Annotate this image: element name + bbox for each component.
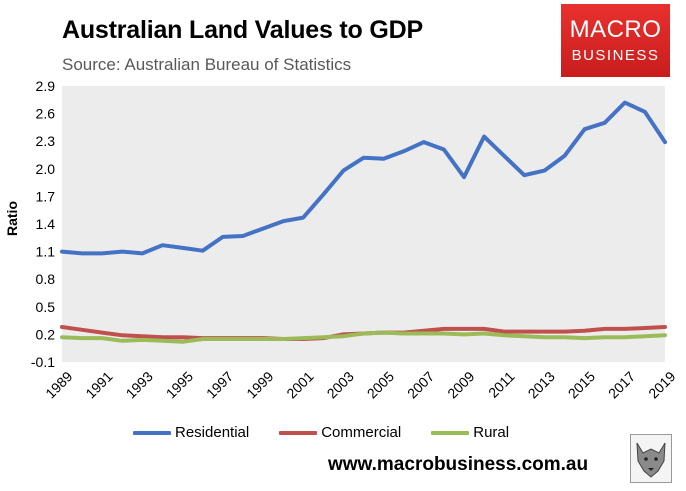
x-tick-label: 1989 [42,368,75,401]
logo-line1: MACRO [569,16,662,43]
x-tick-label: 2007 [404,368,437,401]
legend-item-residential: Residential [133,424,249,441]
y-tick-label: -0.1 [31,354,55,370]
y-tick-label: 2.0 [36,161,56,177]
x-tick-label: 2019 [645,368,678,401]
legend-label-commercial: Commercial [321,424,402,441]
legend: Residential Commercial Rural [133,424,513,441]
logo-line2: BUSINESS [571,47,660,64]
y-tick-label: 1.7 [36,188,56,204]
x-tick-label: 2005 [364,368,397,401]
x-tick-label: 2009 [444,368,477,401]
x-tick-label: 2017 [605,368,638,401]
legend-swatch-residential [133,430,171,435]
legend-item-commercial: Commercial [279,424,401,441]
y-tick-label: 1.1 [36,244,56,260]
x-tick-label: 1993 [123,368,156,401]
y-tick-label: 2.3 [36,133,56,149]
x-tick-label: 1999 [243,368,276,401]
x-tick-label: 2015 [565,368,598,401]
y-tick-label: 0.5 [36,299,56,315]
macrobusiness-logo[interactable]: MACRO BUSINESS [561,4,670,77]
y-tick-label: 2.6 [36,106,56,122]
series-lines [60,100,667,344]
legend-swatch-commercial [279,430,318,435]
x-tick-label: 2003 [324,368,357,401]
wolf-mascot-icon [630,434,672,483]
plot-background [62,86,665,362]
x-tick-label: 1995 [163,368,196,401]
chart-title: Australian Land Values to GDP [62,16,423,44]
legend-swatch-rural [431,430,470,435]
y-tick-label: 2.9 [36,78,56,94]
y-tick-label: 0.2 [36,326,56,342]
x-axis: 1989 1991 1993 1995 1997 1999 2001 2003 2005 2007… [42,368,678,401]
y-tick-label: 1.4 [36,216,56,232]
legend-item-rural: Rural [431,424,509,441]
x-tick-label: 2013 [525,368,558,401]
legend-label-rural: Rural [473,424,510,441]
y-axis-label: Ratio [4,201,20,236]
x-tick-label: 2011 [485,368,518,401]
website-link[interactable]: www.macrobusiness.com.au [328,454,589,475]
y-axis: -0.1 0.2 0.5 0.8 1.1 1.4 1.7 2.0 2.3 2.6 2.9 [31,78,55,370]
series-line-residential [60,100,667,256]
x-tick-label: 1991 [82,368,115,401]
series-line-rural [60,330,667,344]
y-tick-label: 0.8 [36,271,56,287]
x-tick-label: 1997 [203,368,236,401]
legend-label-residential: Residential [175,424,250,441]
chart-subtitle: Source: Australian Bureau of Statistics [62,55,352,74]
chart-area: -0.10.20.50.81.11.41.72.02.32.62.9 1989 1… [31,78,679,402]
x-tick-label: 2001 [283,368,316,401]
